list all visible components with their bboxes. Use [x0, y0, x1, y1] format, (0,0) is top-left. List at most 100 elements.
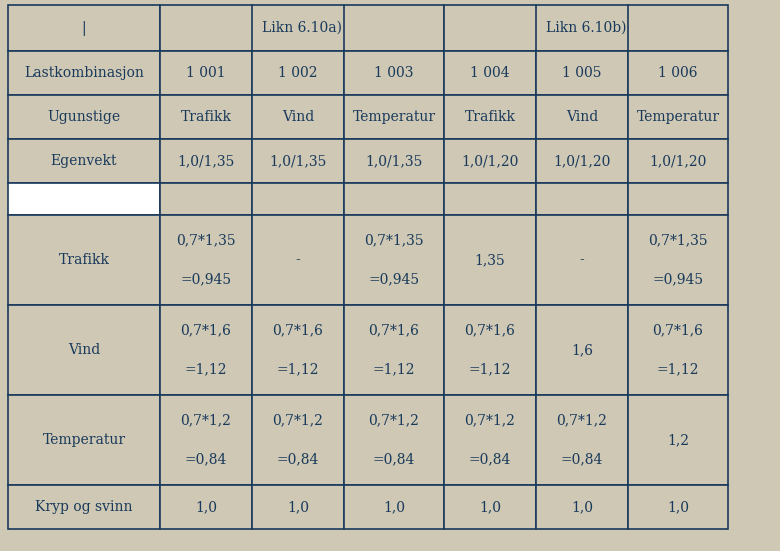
- Bar: [628, 51, 728, 95]
- Bar: [628, 485, 728, 529]
- Bar: [252, 485, 344, 529]
- Text: Vind: Vind: [566, 110, 598, 124]
- Bar: [160, 485, 252, 529]
- Text: Ugunstige: Ugunstige: [48, 110, 121, 124]
- Bar: [252, 215, 344, 305]
- Bar: [628, 139, 728, 183]
- Text: 0,7*1,2

=0,84: 0,7*1,2 =0,84: [180, 413, 232, 467]
- Text: Temperatur: Temperatur: [42, 433, 126, 447]
- Bar: [160, 395, 252, 485]
- Bar: [160, 95, 252, 139]
- Text: Likn 6.10a): Likn 6.10a): [262, 21, 342, 35]
- Text: 0,7*1,2

=0,84: 0,7*1,2 =0,84: [272, 413, 324, 467]
- Text: Vind: Vind: [68, 343, 100, 357]
- Bar: [444, 395, 536, 485]
- Text: Kryp og svinn: Kryp og svinn: [35, 500, 133, 514]
- Text: Trafikk: Trafikk: [465, 110, 516, 124]
- Bar: [160, 139, 252, 183]
- Bar: [536, 51, 628, 95]
- Text: 0,7*1,6

=1,12: 0,7*1,6 =1,12: [272, 323, 324, 376]
- Text: 1,0/1,35: 1,0/1,35: [365, 154, 423, 168]
- Bar: [344, 485, 444, 529]
- Text: 1,0: 1,0: [571, 500, 593, 514]
- Text: 1,0: 1,0: [479, 500, 501, 514]
- Bar: [252, 395, 344, 485]
- Bar: [252, 51, 344, 95]
- Bar: [160, 5, 444, 51]
- Bar: [344, 215, 444, 305]
- Text: 0,7*1,6

=1,12: 0,7*1,6 =1,12: [369, 323, 420, 376]
- Text: 1 002: 1 002: [278, 66, 317, 80]
- Text: -: -: [296, 253, 300, 267]
- Text: 0,7*1,2

=0,84: 0,7*1,2 =0,84: [557, 413, 608, 467]
- Text: 1,0/1,35: 1,0/1,35: [177, 154, 235, 168]
- Bar: [344, 395, 444, 485]
- Text: 0,7*1,2

=0,84: 0,7*1,2 =0,84: [369, 413, 420, 467]
- Text: 1 004: 1 004: [470, 66, 510, 80]
- Bar: [252, 183, 344, 215]
- Text: |: |: [82, 20, 87, 35]
- Bar: [344, 183, 444, 215]
- Text: 0,7*1,35

=0,945: 0,7*1,35 =0,945: [176, 234, 236, 287]
- Text: 1,0/1,35: 1,0/1,35: [269, 154, 327, 168]
- Bar: [444, 5, 728, 51]
- Bar: [444, 95, 536, 139]
- Bar: [252, 139, 344, 183]
- Text: 1,0: 1,0: [383, 500, 405, 514]
- Bar: [444, 485, 536, 529]
- Bar: [160, 183, 252, 215]
- Bar: [160, 215, 252, 305]
- Bar: [536, 395, 628, 485]
- Text: Trafikk: Trafikk: [58, 253, 109, 267]
- Text: 1,0: 1,0: [287, 500, 309, 514]
- Bar: [444, 51, 536, 95]
- Bar: [344, 139, 444, 183]
- Bar: [344, 305, 444, 395]
- Text: 1 001: 1 001: [186, 66, 226, 80]
- Text: 1,0/1,20: 1,0/1,20: [553, 154, 611, 168]
- Bar: [628, 95, 728, 139]
- Bar: [8, 5, 160, 51]
- Bar: [628, 395, 728, 485]
- Bar: [160, 51, 252, 95]
- Text: 1,0/1,20: 1,0/1,20: [649, 154, 707, 168]
- Bar: [252, 305, 344, 395]
- Text: 0,7*1,35

=0,945: 0,7*1,35 =0,945: [364, 234, 424, 287]
- Bar: [8, 51, 160, 95]
- Text: 0,7*1,2

=0,84: 0,7*1,2 =0,84: [465, 413, 516, 467]
- Text: 1 003: 1 003: [374, 66, 413, 80]
- Bar: [536, 215, 628, 305]
- Bar: [8, 305, 160, 395]
- Bar: [8, 139, 160, 183]
- Bar: [344, 95, 444, 139]
- Text: Egenvekt: Egenvekt: [51, 154, 117, 168]
- Bar: [536, 485, 628, 529]
- Text: 1,0: 1,0: [195, 500, 217, 514]
- Bar: [8, 485, 160, 529]
- Bar: [444, 139, 536, 183]
- Bar: [628, 305, 728, 395]
- Text: Temperatur: Temperatur: [636, 110, 720, 124]
- Bar: [536, 183, 628, 215]
- Text: 1,6: 1,6: [571, 343, 593, 357]
- Text: Vind: Vind: [282, 110, 314, 124]
- Text: 0,7*1,6

=1,12: 0,7*1,6 =1,12: [465, 323, 516, 376]
- Text: Temperatur: Temperatur: [353, 110, 435, 124]
- Bar: [8, 95, 160, 139]
- Bar: [344, 51, 444, 95]
- Text: Lastkombinasjon: Lastkombinasjon: [24, 66, 144, 80]
- Text: 0,7*1,6

=1,12: 0,7*1,6 =1,12: [653, 323, 704, 376]
- Bar: [160, 305, 252, 395]
- Bar: [536, 139, 628, 183]
- Bar: [8, 183, 160, 215]
- Text: Likn 6.10b): Likn 6.10b): [546, 21, 626, 35]
- Text: 1,0: 1,0: [667, 500, 689, 514]
- Bar: [628, 215, 728, 305]
- Text: 0,7*1,6

=1,12: 0,7*1,6 =1,12: [180, 323, 232, 376]
- Text: 1,2: 1,2: [667, 433, 689, 447]
- Bar: [252, 95, 344, 139]
- Bar: [536, 305, 628, 395]
- Bar: [444, 215, 536, 305]
- Text: 1 006: 1 006: [658, 66, 698, 80]
- Text: 1,0/1,20: 1,0/1,20: [461, 154, 519, 168]
